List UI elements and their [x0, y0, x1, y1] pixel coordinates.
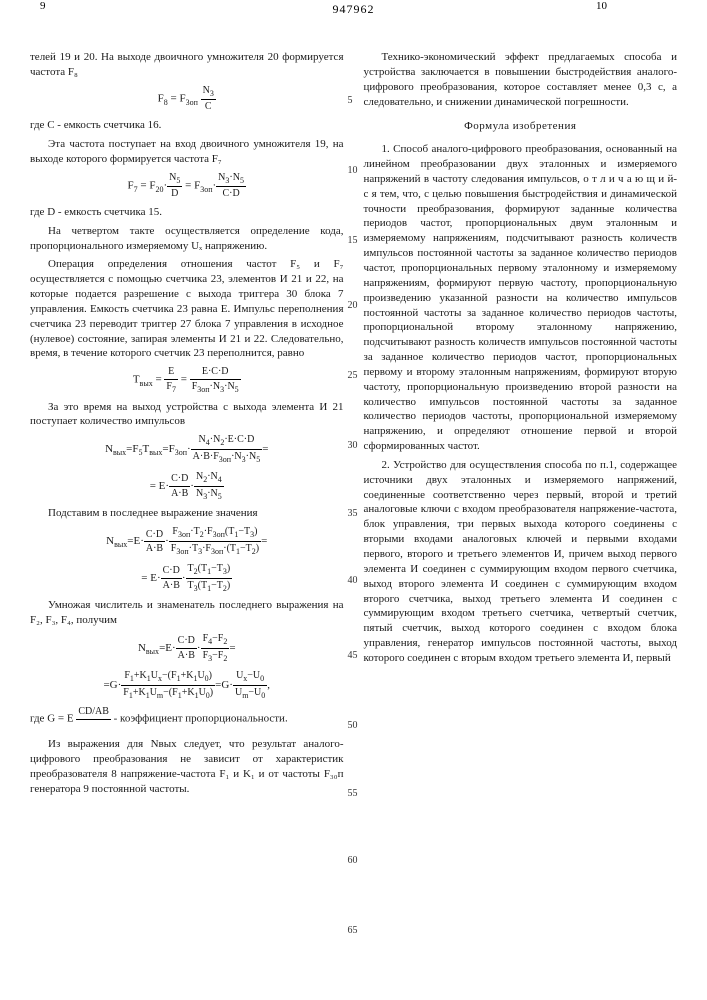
document-number: 947962 — [333, 2, 375, 17]
formula: Nвых=E·C·DA·B·F3оп·T2·F3оп(T1−T3)F3оп·T3… — [30, 525, 344, 558]
line-marker: 40 — [348, 575, 358, 586]
page-body: телей 19 и 20. На выходе двоичного умнож… — [0, 30, 707, 821]
paragraph: Эта частота поступает на вход двоичного … — [30, 137, 344, 167]
line-marker: 50 — [348, 720, 358, 731]
line-marker: 60 — [348, 855, 358, 866]
line-marker: 65 — [348, 925, 358, 936]
line-marker: 5 — [348, 95, 353, 106]
paragraph: Из выражения для Nвых следует, что резул… — [30, 737, 344, 796]
paragraph: Операция определения отношения частот F₅… — [30, 257, 344, 361]
line-marker: 20 — [348, 300, 358, 311]
left-column: телей 19 и 20. На выходе двоичного умнож… — [30, 50, 344, 801]
page-number-left: 9 — [40, 0, 46, 12]
line-marker: 35 — [348, 508, 358, 519]
paragraph: Технико-экономический эффект предлагаемы… — [364, 50, 678, 109]
formula: =G·F1+K1Ux−(F1+K1U0)F1+K1Um−(F1+K1U0)=G·… — [30, 669, 344, 702]
line-marker: 30 — [348, 440, 358, 451]
page-number-right: 10 — [596, 0, 607, 12]
line-marker: 45 — [348, 650, 358, 661]
paragraph: Умножая числитель и знаменатель последне… — [30, 598, 344, 628]
formula: F7 = F20·N5D = F3оп·N3·N5C·D — [30, 171, 344, 201]
paragraph: где G = E CD/AB - коэффициент пропорцион… — [30, 705, 344, 733]
line-marker: 25 — [348, 370, 358, 381]
line-marker: 10 — [348, 165, 358, 176]
paragraph: На четвертом такте осуществляется опреде… — [30, 224, 344, 254]
claim-1: 1. Способ аналого-цифрового преобразован… — [364, 142, 678, 454]
page-header: 9 947962 10 — [0, 0, 707, 20]
formula: = E·C·DA·B·N2·N4N3·N5 — [30, 470, 344, 503]
line-marker: 55 — [348, 788, 358, 799]
paragraph: За это время на выход устройства с выход… — [30, 400, 344, 430]
formula: Nвых=F5Tвых=F3оп·N4·N2·E·C·DA·B·F3оп·N3·… — [30, 433, 344, 466]
paragraph: где D - емкость счетчика 15. — [30, 205, 344, 220]
line-marker: 15 — [348, 235, 358, 246]
formula: Tвых = EF7 = E·C·DF3оп·N3·N5 — [30, 365, 344, 395]
right-column: Технико-экономический эффект предлагаемы… — [364, 50, 678, 801]
claim-2: 2. Устройство для осуществления способа … — [364, 458, 678, 666]
formula: = E·C·DA·B·T2(T1−T3)T3(T1−T2) — [30, 562, 344, 595]
two-column-layout: телей 19 и 20. На выходе двоичного умнож… — [30, 50, 677, 801]
section-title: Формула изобретения — [364, 119, 678, 134]
paragraph: где C - емкость счетчика 16. — [30, 118, 344, 133]
paragraph: Подставим в последнее выражение значения — [30, 506, 344, 521]
paragraph: телей 19 и 20. На выходе двоичного умнож… — [30, 50, 344, 80]
formula: F8 = F3оп N3C — [30, 84, 344, 114]
formula: Nвых=E·C·DA·B·F4−F2F3−F2= — [30, 632, 344, 665]
